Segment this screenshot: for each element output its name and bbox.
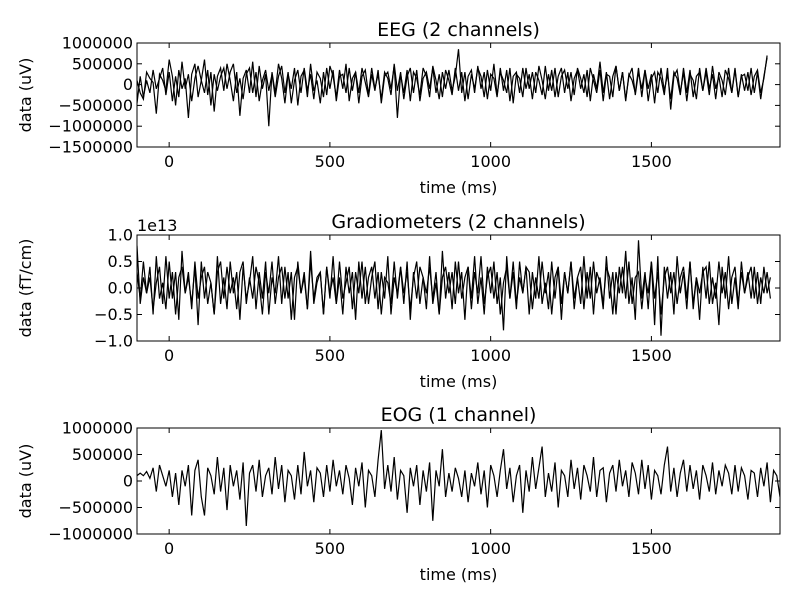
y-tick-label: 0 bbox=[123, 75, 133, 94]
x-tick-label: 1000 bbox=[470, 152, 511, 171]
axes-frame bbox=[136, 42, 781, 148]
series-line-1 bbox=[137, 430, 780, 527]
x-tick-label: 1000 bbox=[470, 346, 511, 365]
y-tick-label: 0.5 bbox=[108, 252, 133, 271]
y-axis-label: data (uV) bbox=[16, 58, 35, 133]
x-tick-label: 1500 bbox=[631, 152, 672, 171]
y-tick-label: 0 bbox=[123, 472, 133, 491]
chart-title: EEG (2 channels) bbox=[377, 19, 540, 41]
y-offset-label: 1e13 bbox=[137, 216, 177, 235]
y-tick-label: 1000000 bbox=[62, 34, 133, 53]
y-tick-label: 500000 bbox=[72, 54, 133, 73]
y-tick-label: −500000 bbox=[59, 498, 133, 517]
y-tick-label: −1000000 bbox=[48, 525, 133, 544]
eog-panel: 0 500 1000 1500 1000000 500000 0 −500000 −100000… bbox=[16, 404, 781, 584]
y-tick-label: −1000000 bbox=[48, 117, 133, 136]
y-tick-label: 1.0 bbox=[108, 226, 133, 245]
x-tick-label: 1000 bbox=[470, 539, 511, 558]
y-tick-label: −1500000 bbox=[48, 138, 133, 157]
y-tick-label: 500000 bbox=[72, 445, 133, 464]
chart-title: Gradiometers (2 channels) bbox=[331, 211, 585, 233]
y-axis-label: data (fT/cm) bbox=[16, 239, 35, 338]
x-axis-label: time (ms) bbox=[420, 372, 498, 391]
series-line-2 bbox=[137, 49, 768, 127]
y-tick-label: 1000000 bbox=[62, 419, 133, 438]
series-line-1 bbox=[137, 57, 768, 106]
x-tick-label: 1500 bbox=[631, 346, 672, 365]
y-axis-label: data (uV) bbox=[16, 444, 35, 519]
y-tick-label: 0.0 bbox=[108, 279, 133, 298]
x-tick-label: 0 bbox=[164, 539, 174, 558]
x-tick-label: 500 bbox=[315, 346, 346, 365]
x-tick-label: 0 bbox=[164, 152, 174, 171]
x-axis-label: time (ms) bbox=[420, 565, 498, 584]
x-tick-label: 1500 bbox=[631, 539, 672, 558]
x-tick-label: 500 bbox=[315, 152, 346, 171]
series-line-2 bbox=[137, 240, 771, 336]
y-tick-label: −500000 bbox=[59, 96, 133, 115]
x-tick-label: 0 bbox=[164, 346, 174, 365]
chart-title: EOG (1 channel) bbox=[381, 404, 537, 426]
x-tick-label: 500 bbox=[315, 539, 346, 558]
gradiometers-panel: 0 500 1000 1500 1.0 0.5 0.0 −0.5 −1.0 Gradiometer… bbox=[16, 211, 781, 391]
y-tick-label: −0.5 bbox=[94, 305, 133, 324]
y-tick-label: −1.0 bbox=[94, 332, 133, 351]
x-axis-label: time (ms) bbox=[420, 178, 498, 197]
